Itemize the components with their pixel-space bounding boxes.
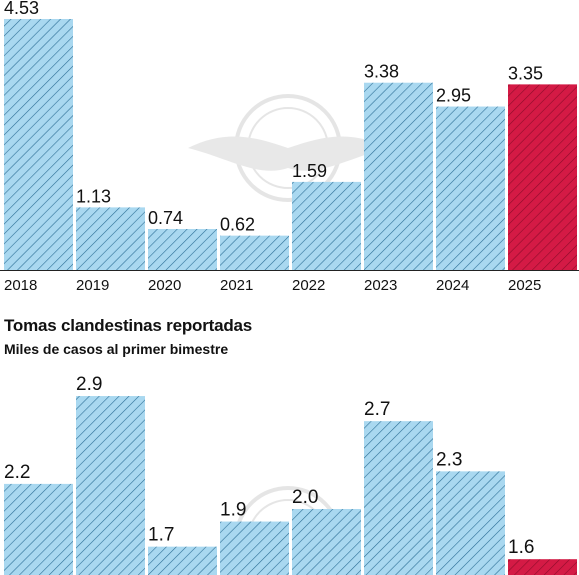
bottom-bar-2022	[292, 509, 361, 575]
bottom-value-label-2019: 2.9	[76, 374, 102, 395]
chart-subtitle: Miles de casos al primer bimestre	[4, 341, 229, 357]
top-bar-2023	[364, 82, 433, 270]
bottom-bar-2023	[364, 421, 433, 575]
bottom-bar-2024	[436, 471, 505, 575]
top-value-label-2023: 3.38	[364, 62, 399, 82]
top-value-label-2022: 1.59	[292, 161, 327, 181]
top-bar-2024	[436, 106, 505, 270]
bottom-value-label-2018: 2.2	[4, 462, 30, 483]
top-value-label-2019: 1.13	[76, 186, 111, 206]
top-tick-label-2022: 2022	[292, 277, 325, 294]
bottom-value-label-2022: 2.0	[292, 487, 318, 508]
top-tick-label-2021: 2021	[220, 277, 253, 294]
bottom-value-label-2025: 1.6	[508, 537, 534, 558]
bottom-bar-2021	[220, 521, 289, 575]
top-value-label-2018: 4.53	[4, 0, 39, 18]
bottom-bar-2018	[4, 483, 73, 575]
chart-top: 4.53 2018 1.13 2019 0.74 2020 0.62 2021 1.59 2022…	[0, 0, 579, 294]
top-tick-label-2024: 2024	[436, 277, 469, 294]
top-bar-2020	[148, 228, 217, 270]
bottom-bar-2019	[76, 396, 145, 575]
top-tick-label-2023: 2023	[364, 277, 397, 294]
top-bar-2018	[4, 19, 73, 270]
top-bar-2022	[292, 181, 361, 270]
bottom-value-label-2020: 1.7	[148, 525, 174, 546]
top-tick-label-2025: 2025	[508, 277, 541, 294]
top-value-label-2021: 0.62	[220, 215, 255, 235]
bottom-value-label-2024: 2.3	[436, 449, 462, 470]
top-tick-label-2019: 2019	[76, 277, 109, 294]
top-value-label-2024: 2.95	[436, 86, 471, 106]
bottom-value-label-2023: 2.7	[364, 399, 390, 420]
chart-bottom: 2.2 2.9 1.7 1.9 2.0 2.7 2.3 1.6	[4, 374, 577, 575]
top-bar-2019	[76, 207, 145, 270]
top-tick-label-2020: 2020	[148, 277, 181, 294]
chart-title: Tomas clandestinas reportadas	[4, 316, 253, 335]
bottom-bar-2020	[148, 546, 217, 575]
bottom-bar-2025	[508, 559, 577, 575]
top-tick-label-2018: 2018	[4, 277, 37, 294]
top-bar-2025	[508, 84, 577, 270]
bottom-value-label-2021: 1.9	[220, 500, 246, 521]
top-value-label-2020: 0.74	[148, 208, 183, 228]
top-value-label-2025: 3.35	[508, 63, 543, 83]
top-bar-2021	[220, 235, 289, 270]
